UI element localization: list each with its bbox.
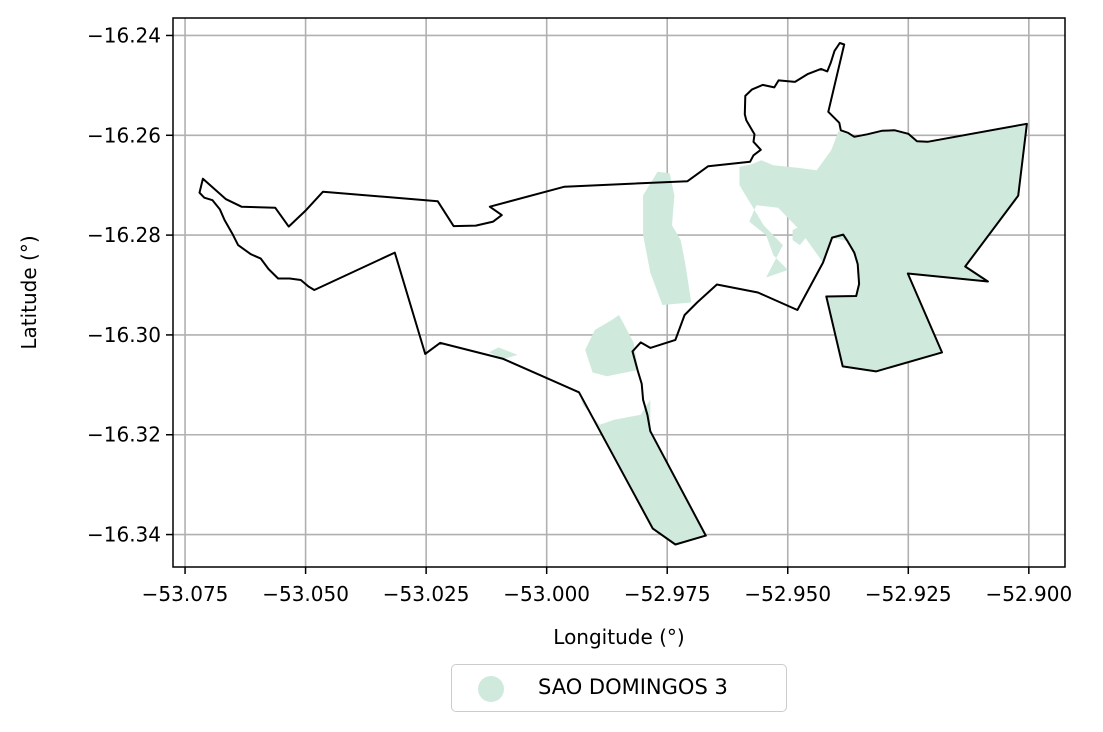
plot-frame <box>172 17 1066 568</box>
legend-label: SAO DOMINGOS 3 <box>538 675 728 699</box>
fill-region <box>488 347 518 359</box>
x-tick-label: −52.950 <box>744 582 831 606</box>
fill-regions <box>488 123 1027 545</box>
y-tick-label: −16.34 <box>87 523 161 547</box>
x-tick-label: −53.000 <box>503 582 590 606</box>
x-tick-label: −53.025 <box>383 582 470 606</box>
x-tick-label: −53.075 <box>142 582 229 606</box>
y-tick-label: −16.32 <box>87 423 161 447</box>
x-tick-label: −53.050 <box>262 582 349 606</box>
y-tick-label: −16.28 <box>87 223 161 247</box>
x-tick-label: −52.925 <box>865 582 952 606</box>
legend-marker <box>478 676 504 702</box>
fill-region <box>792 225 808 246</box>
y-axis-label: Latitude (°) <box>17 235 41 349</box>
legend: SAO DOMINGOS 3 <box>451 664 787 712</box>
fill-region <box>643 171 692 305</box>
boundary-outline <box>198 42 1028 546</box>
fill-region <box>585 315 639 377</box>
boundary-layer <box>198 42 1028 546</box>
fill-region <box>739 123 1027 372</box>
x-axis-ticks: −53.075 −53.050 −53.025 −53.000 −52.975 −52.9… <box>142 567 1072 606</box>
y-tick-label: −16.24 <box>87 23 161 47</box>
x-axis-label: Longitude (°) <box>553 625 684 649</box>
x-tick-label: −52.900 <box>985 582 1072 606</box>
fill-region <box>579 392 706 545</box>
x-tick-label: −52.975 <box>624 582 711 606</box>
y-tick-label: −16.26 <box>87 123 161 147</box>
y-tick-label: −16.30 <box>87 323 161 347</box>
y-axis-ticks: −16.24 −16.26 −16.28 −16.30 −16.32 −16.34 <box>87 23 173 547</box>
grid-lines <box>173 18 1065 567</box>
